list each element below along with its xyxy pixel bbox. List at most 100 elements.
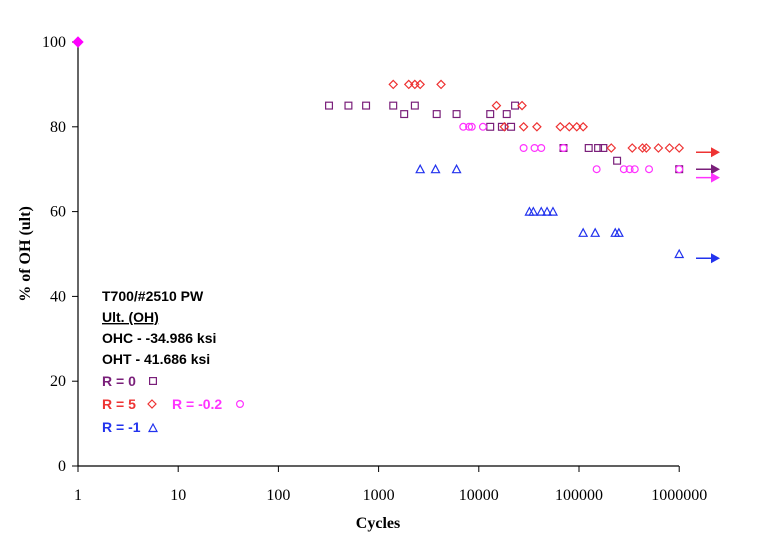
data-point bbox=[432, 110, 441, 119]
x-tick-label: 1000 bbox=[363, 487, 395, 504]
data-point bbox=[536, 206, 547, 216]
x-tick-label: 10000 bbox=[459, 487, 499, 504]
data-point bbox=[436, 79, 446, 90]
x-tick-label: 100 bbox=[266, 487, 290, 504]
data-point bbox=[537, 144, 546, 153]
x-tick-label: 100000 bbox=[555, 487, 603, 504]
data-point bbox=[613, 227, 624, 237]
data-point bbox=[584, 144, 593, 153]
data-point bbox=[674, 143, 685, 153]
y-tick-label: 40 bbox=[50, 288, 66, 305]
y-tick-label: 0 bbox=[58, 458, 66, 475]
data-point bbox=[415, 79, 426, 90]
data-point bbox=[72, 36, 84, 48]
data-point bbox=[344, 101, 353, 110]
runout-arrow-head bbox=[711, 172, 720, 183]
data-point bbox=[400, 110, 409, 119]
x-tick-label: 1000000 bbox=[651, 487, 707, 504]
legend-label-r5: R = 5 bbox=[102, 396, 136, 412]
y-tick-label: 20 bbox=[50, 373, 66, 390]
data-point bbox=[625, 165, 634, 174]
x-tick-label: 10 bbox=[170, 487, 186, 504]
data-point bbox=[497, 122, 506, 131]
axes bbox=[77, 42, 679, 467]
data-marks bbox=[72, 36, 685, 259]
data-point bbox=[641, 143, 652, 153]
series-dot bbox=[72, 36, 84, 48]
y-tick-label: 60 bbox=[50, 204, 66, 221]
data-point bbox=[530, 144, 539, 153]
data-point bbox=[325, 101, 334, 110]
data-point bbox=[532, 121, 542, 132]
data-point bbox=[410, 101, 419, 110]
data-point bbox=[486, 110, 495, 119]
y-tick-label: 100 bbox=[42, 34, 66, 51]
annotation-oht: OHT - 41.686 ksi bbox=[102, 351, 210, 367]
legend-marker-rm1 bbox=[148, 422, 158, 433]
data-point bbox=[465, 122, 474, 131]
data-point bbox=[451, 163, 462, 174]
runout-arrow bbox=[696, 147, 720, 158]
data-point bbox=[613, 156, 622, 165]
data-point bbox=[559, 144, 568, 153]
runout-arrow-head bbox=[711, 253, 720, 264]
data-point bbox=[637, 143, 648, 153]
data-point bbox=[478, 122, 487, 131]
data-point bbox=[519, 144, 528, 153]
data-point bbox=[606, 143, 617, 153]
annotation-ult-label: Ult. (OH) bbox=[102, 309, 159, 325]
data-point bbox=[630, 165, 639, 174]
data-point bbox=[518, 121, 529, 132]
y-tick-label: 80 bbox=[50, 119, 66, 136]
series-diamond bbox=[388, 79, 685, 153]
legend-label-r0: R = 0 bbox=[102, 373, 136, 389]
runout-arrow-head bbox=[711, 164, 720, 175]
annotation-ohc: OHC - -34.986 ksi bbox=[102, 330, 216, 346]
y-axis-title: % of OH (ult) bbox=[17, 206, 34, 302]
data-point bbox=[675, 165, 684, 174]
data-point bbox=[389, 101, 398, 110]
data-point bbox=[590, 227, 601, 237]
data-point bbox=[499, 121, 510, 132]
data-point bbox=[542, 206, 553, 216]
data-point bbox=[592, 165, 601, 174]
legend-label-rm02: R = -0.2 bbox=[172, 396, 222, 412]
series-square bbox=[325, 101, 684, 174]
x-tick-label: 1 bbox=[74, 487, 82, 504]
annotation-material: T700/#2510 PW bbox=[102, 288, 204, 304]
runout-arrow bbox=[696, 172, 720, 183]
annotation-block: T700/#2510 PW Ult. (OH) OHC - -34.986 ks… bbox=[102, 288, 222, 435]
data-point bbox=[528, 206, 539, 216]
x-axis-title: Cycles bbox=[356, 515, 400, 532]
runout-arrow bbox=[696, 253, 720, 264]
data-point bbox=[578, 121, 588, 132]
data-point bbox=[674, 248, 685, 259]
data-point bbox=[415, 163, 426, 174]
data-point bbox=[664, 143, 675, 153]
data-point bbox=[653, 143, 664, 153]
runout-arrows bbox=[696, 147, 720, 264]
data-point bbox=[594, 144, 603, 153]
data-point bbox=[430, 163, 441, 174]
legend-markers bbox=[147, 377, 245, 433]
runout-arrow-head bbox=[711, 147, 720, 158]
legend-marker-rm02 bbox=[236, 400, 245, 409]
data-point bbox=[547, 206, 558, 216]
data-point bbox=[517, 100, 527, 111]
legend-marker-r0 bbox=[149, 377, 158, 386]
legend-marker-r5 bbox=[147, 399, 157, 409]
legend-label-rm1: R = -1 bbox=[102, 419, 141, 435]
data-point bbox=[491, 100, 502, 111]
data-point bbox=[578, 227, 589, 237]
tick-labels: 1 10 100 1000 10000 100000 1000000 0 20 40 60 80 100 bbox=[42, 34, 707, 504]
data-point bbox=[362, 101, 371, 110]
data-point bbox=[564, 121, 575, 132]
data-point bbox=[619, 165, 628, 174]
data-point bbox=[555, 121, 566, 132]
runout-arrow bbox=[696, 164, 720, 175]
data-point bbox=[627, 143, 638, 153]
data-point bbox=[452, 110, 461, 119]
data-point bbox=[571, 121, 582, 132]
ticks bbox=[72, 41, 680, 472]
